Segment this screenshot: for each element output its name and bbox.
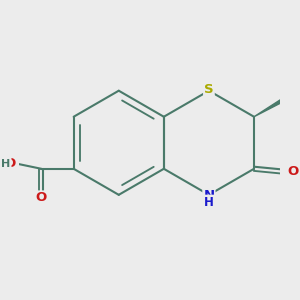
Text: O: O <box>36 191 47 205</box>
Text: O: O <box>287 165 299 178</box>
Text: N: N <box>203 189 214 202</box>
Polygon shape <box>254 95 290 117</box>
Text: S: S <box>204 83 214 97</box>
Text: H: H <box>204 196 214 208</box>
Text: H: H <box>2 159 10 169</box>
Text: O: O <box>4 157 15 170</box>
